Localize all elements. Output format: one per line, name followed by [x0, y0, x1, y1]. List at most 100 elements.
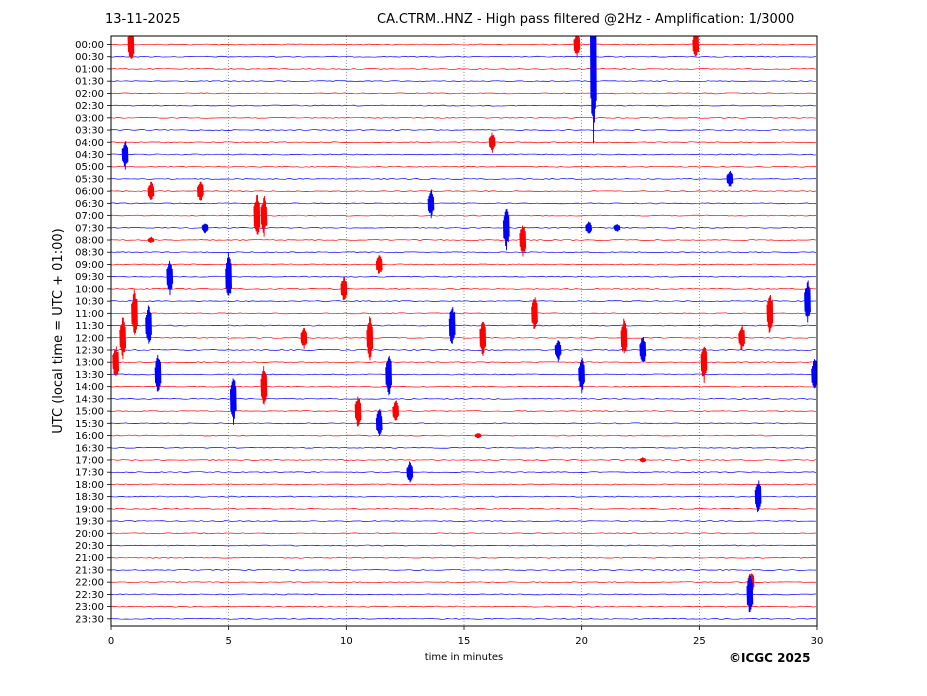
x-axis-ticks: 0 5 10 15 20 25 30 — [108, 626, 824, 647]
y-tick-label: 13:00 — [75, 358, 104, 369]
trace-row-20:00 — [111, 532, 817, 535]
seismic-event — [448, 306, 456, 344]
trace-row-17:30 — [111, 471, 817, 474]
y-axis-label: UTC (local time = UTC + 01:00) — [51, 228, 66, 433]
seismic-event — [639, 457, 647, 463]
seismic-event — [253, 194, 261, 235]
seismic-event — [229, 378, 237, 425]
trace-row-14:00 — [111, 385, 817, 388]
trace-row-11:30 — [111, 324, 817, 327]
grid-lines — [228, 36, 700, 626]
x-tick-label: 30 — [811, 636, 824, 647]
trace-row-16:30 — [111, 446, 817, 449]
y-tick-label: 02:30 — [75, 101, 104, 112]
seismic-event — [620, 318, 628, 354]
y-tick-label: 22:00 — [75, 578, 104, 589]
copyright-label: ©ICGC 2025 — [729, 651, 811, 665]
seismic-event — [127, 36, 135, 60]
y-tick-label: 15:00 — [75, 407, 104, 418]
seismic-event — [804, 280, 811, 323]
trace-row-18:30 — [111, 495, 817, 498]
y-tick-label: 15:30 — [75, 419, 104, 430]
y-tick-label: 17:00 — [75, 455, 104, 466]
trace-row-13:30 — [111, 373, 817, 376]
trace-row-15:30 — [111, 422, 817, 425]
x-tick-label: 5 — [225, 636, 231, 647]
y-tick-label: 21:30 — [75, 565, 104, 576]
trace-row-17:00 — [111, 459, 817, 461]
y-tick-label: 07:30 — [75, 223, 104, 234]
y-tick-label: 13:30 — [75, 370, 104, 381]
trace-row-20:30 — [111, 544, 817, 547]
trace-row-22:30 — [111, 593, 817, 596]
seismic-event — [147, 181, 155, 200]
y-tick-label: 20:30 — [75, 541, 104, 552]
seismic-event — [474, 433, 482, 439]
seismic-event — [578, 358, 585, 393]
trace-row-11:00 — [111, 312, 817, 315]
trace-row-07:30 — [111, 226, 817, 229]
y-tick-label: 03:00 — [75, 113, 104, 124]
y-tick-label: 09:30 — [75, 272, 104, 283]
seismic-event — [754, 480, 762, 513]
seismic-event — [746, 574, 754, 613]
trace-row-15:00 — [111, 410, 817, 412]
y-tick-label: 05:00 — [75, 162, 104, 173]
seismic-event — [121, 141, 129, 170]
seismic-event — [726, 170, 734, 187]
trace-row-10:30 — [111, 300, 817, 302]
trace-row-07:00 — [111, 214, 817, 217]
seismic-event — [201, 223, 209, 234]
seismic-event — [354, 396, 362, 427]
y-tick-label: 18:00 — [75, 480, 104, 491]
trace-row-02:00 — [111, 92, 817, 95]
date-label: 13-11-2025 — [105, 12, 181, 27]
trace-row-14:30 — [111, 398, 817, 400]
trace-row-08:00 — [111, 239, 817, 241]
y-tick-label: 01:30 — [75, 77, 104, 88]
y-tick-label: 00:30 — [75, 52, 104, 63]
seismic-event — [119, 317, 127, 360]
y-tick-label: 12:00 — [75, 333, 104, 344]
x-tick-label: 0 — [108, 636, 114, 647]
y-tick-label: 03:30 — [75, 126, 104, 137]
seismic-event — [573, 36, 581, 58]
trace-row-05:00 — [111, 165, 817, 168]
trace-row-00:30 — [111, 55, 817, 58]
trace-row-18:00 — [111, 483, 817, 486]
y-tick-label: 16:30 — [75, 443, 104, 454]
y-tick-label: 21:00 — [75, 553, 104, 564]
trace-row-04:00 — [111, 141, 817, 144]
trace-row-21:00 — [111, 556, 817, 559]
seismic-event — [590, 36, 597, 144]
trace-row-04:30 — [111, 153, 817, 156]
seismic-event — [613, 224, 621, 232]
y-tick-label: 09:00 — [75, 260, 104, 271]
trace-row-23:30 — [111, 617, 817, 620]
trace-row-10:00 — [111, 288, 817, 290]
y-tick-label: 19:00 — [75, 504, 104, 515]
trace-row-03:00 — [111, 116, 817, 119]
y-tick-label: 12:30 — [75, 346, 104, 357]
seismic-event — [502, 208, 510, 251]
seismic-event — [340, 276, 348, 301]
y-tick-label: 17:30 — [75, 468, 104, 479]
y-tick-label: 10:00 — [75, 284, 104, 295]
trace-row-06:00 — [111, 190, 817, 192]
seismic-event — [166, 260, 174, 296]
seismogram-traces — [111, 36, 817, 620]
y-tick-label: 10:30 — [75, 297, 104, 308]
seismic-event — [260, 196, 268, 237]
trace-row-05:30 — [111, 178, 817, 180]
trace-row-21:30 — [111, 569, 817, 571]
y-tick-label: 08:30 — [75, 248, 104, 259]
seismic-event — [112, 346, 120, 376]
plot-frame — [110, 35, 818, 627]
y-tick-label: 22:30 — [75, 590, 104, 601]
trace-row-09:00 — [111, 263, 817, 266]
trace-row-12:30 — [111, 349, 817, 351]
y-tick-label: 16:00 — [75, 431, 104, 442]
y-tick-label: 11:30 — [75, 321, 104, 332]
y-tick-label: 04:00 — [75, 138, 104, 149]
